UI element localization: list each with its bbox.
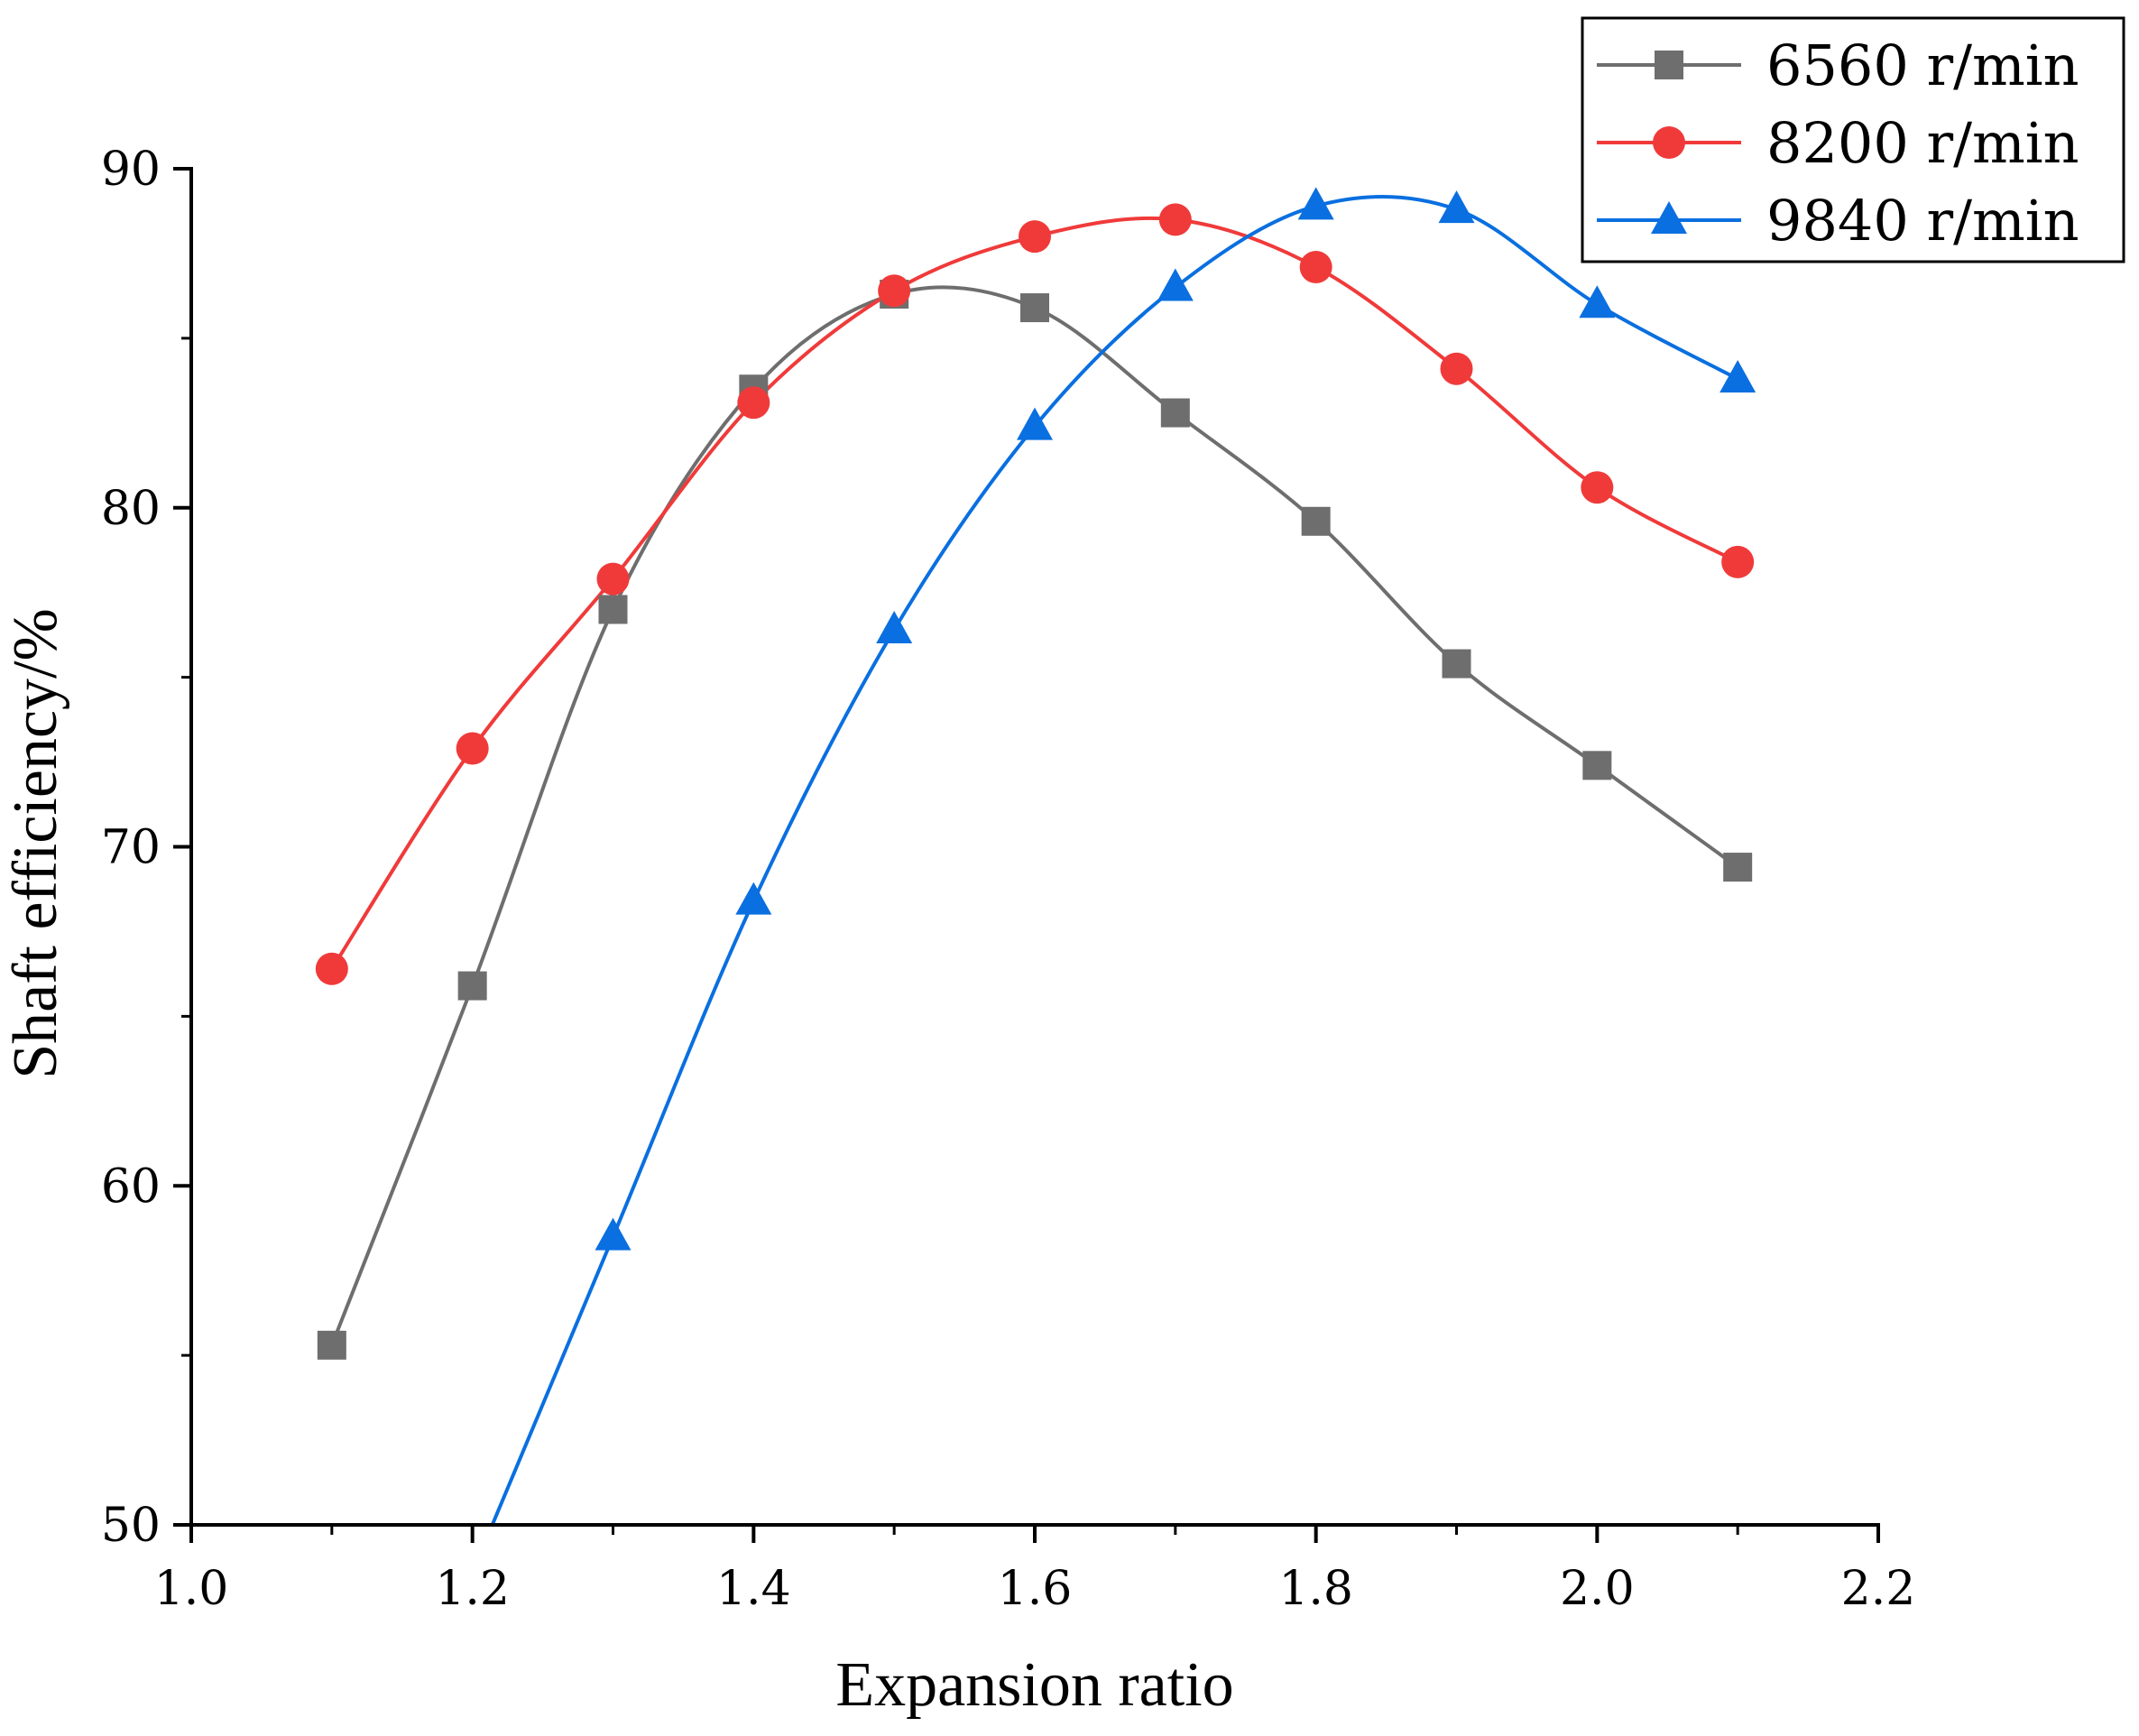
data-point-s1-6 bbox=[1158, 203, 1192, 236]
series-line-1 bbox=[330, 216, 1739, 970]
x-tick-label: 1.6 bbox=[998, 1562, 1073, 1616]
data-point-s1-0 bbox=[315, 952, 348, 985]
data-point-s2-1 bbox=[735, 882, 772, 915]
data-point-s0-7 bbox=[1301, 506, 1331, 536]
x-axis-title: Expansion ratio bbox=[835, 1650, 1233, 1720]
data-point-s1-1 bbox=[456, 732, 489, 765]
legend-label-0: 6560 r/min bbox=[1766, 32, 2079, 98]
data-point-s0-10 bbox=[1723, 853, 1753, 882]
series-line-2 bbox=[490, 194, 1739, 1525]
legend-marker-2 bbox=[1651, 201, 1687, 234]
y-tick-label: 90 bbox=[101, 143, 161, 197]
data-point-s1-9 bbox=[1581, 471, 1614, 504]
data-point-s2-4 bbox=[1157, 268, 1194, 301]
data-point-s1-8 bbox=[1440, 352, 1473, 385]
data-point-s1-5 bbox=[1019, 220, 1051, 254]
x-tick-label: 1.0 bbox=[154, 1562, 229, 1616]
data-point-s2-7 bbox=[1579, 285, 1616, 319]
data-point-s2-2 bbox=[876, 611, 913, 644]
x-tick-label: 2.2 bbox=[1841, 1562, 1916, 1616]
x-tick-label: 1.4 bbox=[716, 1562, 791, 1616]
data-point-s0-5 bbox=[1020, 293, 1049, 323]
x-tick-label: 1.2 bbox=[435, 1562, 510, 1616]
data-point-s0-9 bbox=[1582, 751, 1612, 780]
x-tick-label: 1.8 bbox=[1278, 1562, 1353, 1616]
data-point-s1-3 bbox=[737, 386, 770, 420]
data-point-s2-3 bbox=[1017, 407, 1053, 440]
data-point-s2-6 bbox=[1438, 190, 1475, 224]
legend-marker-0 bbox=[1655, 51, 1683, 79]
data-point-s1-7 bbox=[1299, 250, 1332, 283]
data-point-s2-0 bbox=[595, 1217, 632, 1251]
legend-label-2: 9840 r/min bbox=[1766, 188, 2079, 254]
y-tick-label: 50 bbox=[101, 1499, 161, 1553]
x-tick-label: 2.0 bbox=[1560, 1562, 1635, 1616]
data-point-s1-10 bbox=[1721, 545, 1755, 578]
y-axis-title: Shaft efficiency/% bbox=[1, 608, 70, 1079]
data-point-s2-5 bbox=[1297, 187, 1334, 220]
data-point-s1-2 bbox=[596, 562, 630, 596]
data-point-s0-6 bbox=[1160, 398, 1190, 428]
data-point-s0-0 bbox=[317, 1330, 346, 1360]
y-tick-label: 70 bbox=[101, 821, 161, 875]
y-tick-label: 80 bbox=[101, 482, 161, 536]
data-point-s1-4 bbox=[878, 274, 911, 308]
data-point-s0-1 bbox=[457, 971, 487, 1001]
legend: 6560 r/min 8200 r/min 9840 r/min bbox=[1581, 16, 2125, 263]
legend-marker-1 bbox=[1653, 126, 1685, 159]
series-line-0 bbox=[329, 285, 1739, 1346]
data-point-s0-8 bbox=[1442, 649, 1471, 679]
data-point-s2-8 bbox=[1719, 359, 1756, 392]
y-tick-label: 60 bbox=[101, 1159, 161, 1214]
legend-label-1: 8200 r/min bbox=[1766, 110, 2079, 176]
data-point-s0-2 bbox=[598, 595, 628, 624]
